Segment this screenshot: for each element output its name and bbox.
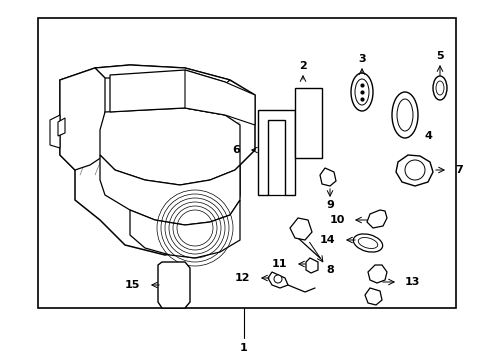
Polygon shape: [319, 168, 335, 186]
Polygon shape: [367, 265, 386, 283]
Ellipse shape: [350, 73, 372, 111]
Text: 7: 7: [454, 165, 462, 175]
Polygon shape: [289, 218, 311, 240]
Polygon shape: [100, 108, 240, 185]
Ellipse shape: [391, 92, 417, 138]
Polygon shape: [158, 262, 190, 308]
Polygon shape: [60, 65, 254, 255]
Text: 6: 6: [232, 145, 240, 155]
Text: 2: 2: [299, 61, 306, 71]
Ellipse shape: [353, 234, 382, 252]
Text: 4: 4: [423, 131, 431, 141]
Polygon shape: [60, 68, 105, 170]
Ellipse shape: [432, 76, 446, 100]
Polygon shape: [267, 272, 287, 288]
Circle shape: [273, 275, 282, 283]
Text: 14: 14: [319, 235, 334, 245]
Polygon shape: [130, 200, 240, 258]
Polygon shape: [258, 110, 294, 195]
Polygon shape: [95, 65, 229, 92]
Text: 5: 5: [435, 51, 443, 61]
Text: 13: 13: [404, 277, 420, 287]
Polygon shape: [184, 70, 254, 125]
Text: 15: 15: [124, 280, 140, 290]
Polygon shape: [366, 210, 386, 228]
Bar: [38, 18, 455, 308]
Text: 3: 3: [357, 54, 365, 64]
Polygon shape: [364, 288, 381, 305]
Polygon shape: [294, 88, 321, 158]
Polygon shape: [395, 155, 432, 186]
Text: 1: 1: [240, 343, 247, 353]
Polygon shape: [50, 115, 60, 148]
Text: 10: 10: [329, 215, 345, 225]
Polygon shape: [100, 155, 240, 225]
Polygon shape: [110, 70, 224, 115]
Text: 8: 8: [325, 265, 333, 275]
Text: 9: 9: [325, 200, 333, 210]
Text: 11: 11: [271, 259, 286, 269]
Polygon shape: [58, 118, 65, 136]
Text: 12: 12: [234, 273, 249, 283]
Polygon shape: [305, 258, 317, 273]
